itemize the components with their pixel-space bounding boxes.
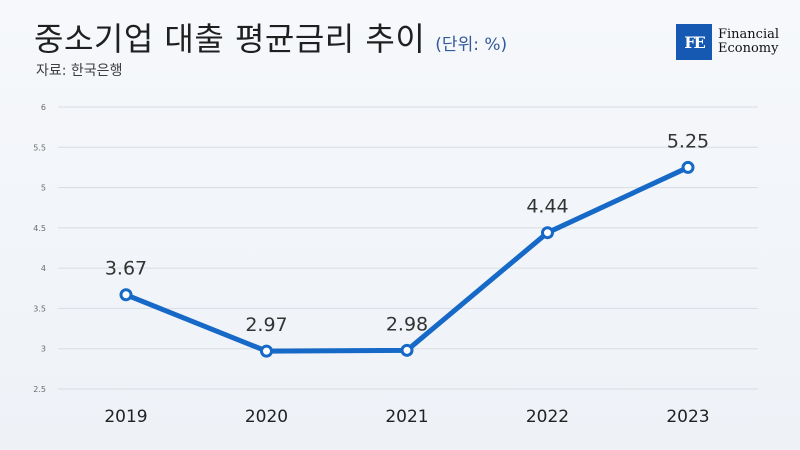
x-tick-label: 2019 <box>104 407 147 427</box>
y-tick-label: 3 <box>41 345 46 354</box>
data-label: 4.44 <box>526 196 568 218</box>
data-point <box>119 288 133 302</box>
data-label: 2.98 <box>386 313 428 335</box>
brand-logo: FE Financial Economy <box>676 24 779 60</box>
y-tick-label: 4.5 <box>33 224 46 233</box>
unit-label: (단위: %) <box>435 35 508 55</box>
data-point <box>260 344 273 358</box>
x-tick-label: 2020 <box>245 407 288 427</box>
data-point <box>541 226 554 240</box>
logo-line-2: Economy <box>718 41 779 56</box>
chart-title: 중소기업 대출 평균금리 추이 <box>34 20 426 58</box>
y-tick-label: 6 <box>41 103 46 112</box>
x-tick-label: 2022 <box>526 407 569 427</box>
logo-mark: FE <box>676 24 712 60</box>
x-tick-label: 2023 <box>666 407 709 427</box>
y-tick-label: 5 <box>41 184 46 193</box>
data-label: 5.25 <box>667 130 709 152</box>
title-row: 중소기업 대출 평균금리 추이 (단위: %) <box>34 14 507 60</box>
data-label: 3.67 <box>105 258 147 280</box>
data-label: 2.97 <box>245 314 287 336</box>
logo-wordmark: Financial Economy <box>718 28 779 55</box>
y-tick-label: 4 <box>41 264 46 273</box>
logo-line-1: Financial <box>718 27 780 43</box>
data-point <box>681 160 695 174</box>
x-tick-label: 2021 <box>385 407 428 427</box>
data-point <box>400 343 414 357</box>
source-label: 자료: 한국은행 <box>36 63 123 79</box>
y-tick-label: 2.5 <box>33 385 46 394</box>
y-tick-label: 3.5 <box>33 304 46 313</box>
y-tick-label: 5.5 <box>33 143 46 152</box>
